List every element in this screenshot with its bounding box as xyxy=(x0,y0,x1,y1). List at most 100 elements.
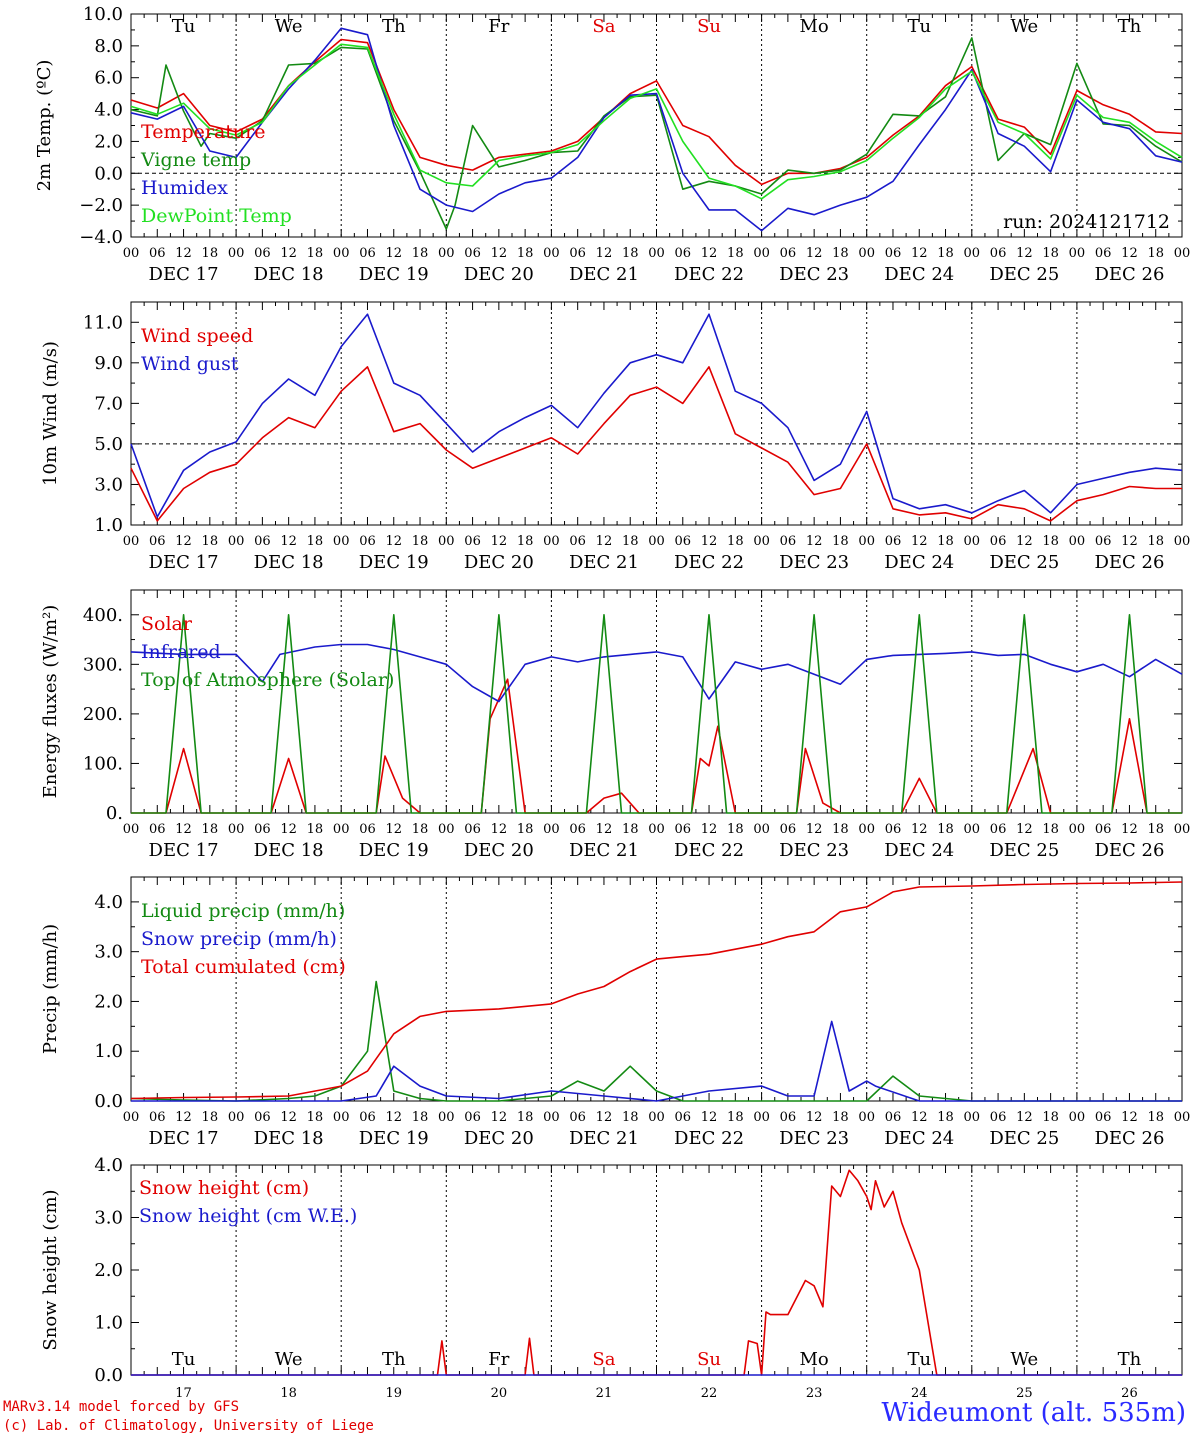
y-axis-label: 10m Wind (m/s) xyxy=(40,341,61,486)
hour-tick-label: 12 xyxy=(491,246,508,261)
day-name: Su xyxy=(697,1349,721,1370)
hour-tick-label: 12 xyxy=(491,1110,508,1125)
hour-tick-label: 18 xyxy=(1042,1110,1059,1125)
hour-tick-label: 18 xyxy=(307,246,324,261)
credit-line-lab: (c) Lab. of Climatology, University of L… xyxy=(3,1418,374,1434)
hour-tick-label: 00 xyxy=(1174,822,1191,837)
hour-tick-label: 12 xyxy=(175,822,192,837)
meteogram-chart: 10.0 8.0 6.0 4.0 2.0 0.0 −2.0 −4.0 2m Temp. (ºC)… xyxy=(34,4,1191,1400)
hour-tick-label: 12 xyxy=(911,1110,928,1125)
day-name: Th xyxy=(382,1349,406,1370)
date-label: DEC 20 xyxy=(464,552,534,573)
day-number-label: 26 xyxy=(1121,1386,1138,1400)
y-tick-label: 1.0 xyxy=(94,1313,123,1334)
hour-tick-label: 12 xyxy=(280,246,297,261)
hour-tick-label: 12 xyxy=(280,822,297,837)
hour-tick-label: 00 xyxy=(438,534,455,549)
hour-tick-label: 00 xyxy=(123,534,140,549)
hour-tick-label: 12 xyxy=(806,246,823,261)
hour-tick-label: 06 xyxy=(780,822,797,837)
hour-tick-label: 12 xyxy=(491,822,508,837)
y-tick-label: 0. xyxy=(106,803,123,824)
day-name: Th xyxy=(382,16,406,37)
day-number-label: 17 xyxy=(175,1386,192,1400)
hour-tick-label: 00 xyxy=(123,822,140,837)
day-name: Th xyxy=(1118,1349,1142,1370)
legend-entry: Vigne temp xyxy=(140,149,251,171)
hour-tick-label: 00 xyxy=(543,534,560,549)
hour-tick-label: 18 xyxy=(517,534,534,549)
hour-tick-label: 12 xyxy=(491,534,508,549)
day-name: Sa xyxy=(592,1349,615,1370)
day-name: We xyxy=(1011,1349,1039,1370)
chart-panel-5: 4.0 3.0 2.0 1.0 0.0 Snow height (cm) Tu We Th Fr S… xyxy=(40,1155,1183,1386)
hour-tick-label: 12 xyxy=(596,1110,613,1125)
hour-tick-label: 12 xyxy=(385,822,402,837)
hour-tick-label: 18 xyxy=(202,246,219,261)
hour-tick-label: 12 xyxy=(911,246,928,261)
hour-tick-label: 06 xyxy=(569,534,586,549)
date-label: DEC 23 xyxy=(779,1128,849,1149)
date-label: DEC 22 xyxy=(674,840,744,861)
legend-entry: Snow height (cm W.E.) xyxy=(139,1205,357,1227)
hour-tick-label: 00 xyxy=(964,822,981,837)
hour-tick-label: 00 xyxy=(543,246,560,261)
date-label: DEC 20 xyxy=(464,840,534,861)
date-label: DEC 22 xyxy=(674,264,744,285)
hour-tick-label: 06 xyxy=(990,534,1007,549)
y-tick-label: 3.0 xyxy=(94,1208,123,1229)
hour-tick-label: 12 xyxy=(1121,822,1138,837)
y-tick-label: 1.0 xyxy=(94,515,123,536)
hour-tick-label: 18 xyxy=(622,534,639,549)
hour-tick-label: 12 xyxy=(701,534,718,549)
series-line-red xyxy=(130,881,1183,1100)
hour-tick-label: 18 xyxy=(937,822,954,837)
hour-tick-label: 06 xyxy=(569,822,586,837)
hour-tick-label: 06 xyxy=(569,246,586,261)
hour-tick-label: 06 xyxy=(464,534,481,549)
hour-tick-label: 00 xyxy=(1069,246,1086,261)
hour-tick-label: 06 xyxy=(464,246,481,261)
y-tick-label: 0.0 xyxy=(94,1365,123,1386)
legend-entry: Top of Atmosphere (Solar) xyxy=(141,669,394,691)
hour-tick-label: 06 xyxy=(359,246,376,261)
hour-tick-label: 12 xyxy=(280,1110,297,1125)
date-label: DEC 26 xyxy=(1094,552,1164,573)
hour-tick-label: 06 xyxy=(885,822,902,837)
y-tick-label: 4.0 xyxy=(94,1155,123,1176)
hour-tick-label: 18 xyxy=(517,822,534,837)
day-name: Fr xyxy=(488,1349,509,1370)
day-number-label: 23 xyxy=(806,1386,823,1400)
y-tick-label: 3.0 xyxy=(94,942,123,963)
hour-tick-label: 18 xyxy=(727,1110,744,1125)
date-label: DEC 25 xyxy=(989,264,1059,285)
date-label: DEC 26 xyxy=(1094,1128,1164,1149)
hour-tick-label: 18 xyxy=(727,822,744,837)
date-label: DEC 23 xyxy=(779,552,849,573)
station-name: Wideumont (alt. 535m) xyxy=(881,1398,1186,1428)
hour-tick-label: 06 xyxy=(1095,534,1112,549)
hour-tick-label: 18 xyxy=(412,1110,429,1125)
hour-tick-label: 12 xyxy=(701,822,718,837)
day-name: Fr xyxy=(488,16,509,37)
y-tick-label: 400. xyxy=(83,605,123,626)
hour-tick-label: 18 xyxy=(412,246,429,261)
hour-tick-label: 12 xyxy=(280,534,297,549)
hour-tick-label: 18 xyxy=(937,534,954,549)
hour-tick-label: 18 xyxy=(1147,822,1164,837)
hour-tick-label: 12 xyxy=(175,534,192,549)
hour-tick-label: 12 xyxy=(806,1110,823,1125)
date-label: DEC 19 xyxy=(359,1128,429,1149)
hour-tick-label: 18 xyxy=(832,1110,849,1125)
day-number-label: 22 xyxy=(701,1386,718,1400)
hour-tick-label: 00 xyxy=(1069,822,1086,837)
date-label: DEC 23 xyxy=(779,264,849,285)
legend-entry: Total cumulated (cm) xyxy=(141,956,346,978)
hour-tick-label: 18 xyxy=(937,1110,954,1125)
hour-tick-label: 06 xyxy=(1095,1110,1112,1125)
hour-tick-label: 18 xyxy=(1147,1110,1164,1125)
hour-tick-label: 06 xyxy=(990,822,1007,837)
y-axis-label: 2m Temp. (ºC) xyxy=(34,60,55,192)
hour-tick-label: 18 xyxy=(307,1110,324,1125)
y-tick-label: 300. xyxy=(83,654,123,675)
